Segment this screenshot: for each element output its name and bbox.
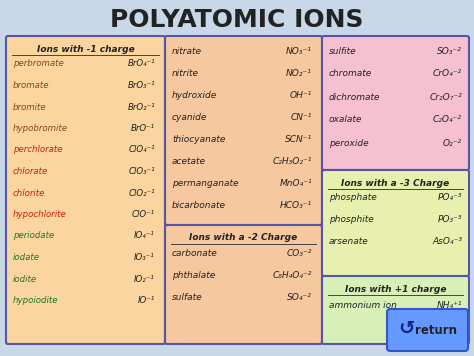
- Text: nitrite: nitrite: [172, 68, 199, 78]
- Text: sulfite: sulfite: [329, 47, 356, 56]
- FancyBboxPatch shape: [6, 36, 165, 344]
- Text: dichromate: dichromate: [329, 93, 381, 101]
- Text: perchlorate: perchlorate: [13, 146, 63, 155]
- Text: ClO₂⁻¹: ClO₂⁻¹: [128, 188, 155, 198]
- Text: iodite: iodite: [13, 274, 37, 283]
- Text: PO₃⁻³: PO₃⁻³: [438, 215, 462, 225]
- Text: SCN⁻¹: SCN⁻¹: [285, 135, 312, 143]
- Text: CN⁻¹: CN⁻¹: [291, 112, 312, 121]
- Text: oxalate: oxalate: [329, 115, 363, 125]
- Text: thiocyanate: thiocyanate: [172, 135, 225, 143]
- Text: Cr₂O₇⁻²: Cr₂O₇⁻²: [429, 93, 462, 101]
- FancyBboxPatch shape: [322, 170, 469, 276]
- Text: cyanide: cyanide: [172, 112, 207, 121]
- Text: nitrate: nitrate: [172, 47, 202, 56]
- Text: C₂O₄⁻²: C₂O₄⁻²: [433, 115, 462, 125]
- Text: O₂⁻²: O₂⁻²: [443, 138, 462, 147]
- Text: carbonate: carbonate: [172, 248, 218, 257]
- Text: bicarbonate: bicarbonate: [172, 200, 226, 209]
- Text: CrO₄⁻²: CrO₄⁻²: [433, 69, 462, 79]
- Text: BrO₃⁻¹: BrO₃⁻¹: [128, 81, 155, 90]
- Text: chlorite: chlorite: [13, 188, 46, 198]
- Text: C₂H₃O₂⁻¹: C₂H₃O₂⁻¹: [273, 157, 312, 166]
- Text: periodate: periodate: [13, 231, 54, 241]
- Text: ClO₄⁻¹: ClO₄⁻¹: [128, 146, 155, 155]
- Text: iodate: iodate: [13, 253, 40, 262]
- Text: perbromate: perbromate: [13, 59, 64, 68]
- Text: BrO₄⁻¹: BrO₄⁻¹: [128, 59, 155, 68]
- Text: BrO⁻¹: BrO⁻¹: [131, 124, 155, 133]
- Text: IO⁻¹: IO⁻¹: [138, 296, 155, 305]
- Text: permanganate: permanganate: [172, 178, 238, 188]
- Text: bromite: bromite: [13, 103, 46, 111]
- Text: NO₂⁻¹: NO₂⁻¹: [286, 68, 312, 78]
- Text: arsenate: arsenate: [329, 237, 369, 246]
- Text: Ions with +1 charge: Ions with +1 charge: [345, 284, 446, 293]
- FancyBboxPatch shape: [322, 276, 469, 344]
- Text: hypochlorite: hypochlorite: [13, 210, 67, 219]
- Text: phthalate: phthalate: [172, 271, 215, 279]
- FancyBboxPatch shape: [322, 36, 469, 170]
- Text: sulfate: sulfate: [172, 293, 202, 302]
- Text: AsO₄⁻³: AsO₄⁻³: [432, 237, 462, 246]
- Text: IO₃⁻¹: IO₃⁻¹: [134, 253, 155, 262]
- Text: peroxide: peroxide: [329, 138, 369, 147]
- Text: MnO₄⁻¹: MnO₄⁻¹: [279, 178, 312, 188]
- FancyBboxPatch shape: [165, 225, 322, 344]
- Text: HCO₃⁻¹: HCO₃⁻¹: [280, 200, 312, 209]
- Text: chlorate: chlorate: [13, 167, 48, 176]
- Text: acetate: acetate: [172, 157, 206, 166]
- Text: ↺: ↺: [398, 319, 414, 337]
- Text: ClO₃⁻¹: ClO₃⁻¹: [128, 167, 155, 176]
- Text: IO₄⁻¹: IO₄⁻¹: [134, 231, 155, 241]
- Text: NH₄⁺¹: NH₄⁺¹: [437, 302, 462, 310]
- FancyBboxPatch shape: [165, 36, 322, 225]
- Text: SO₃⁻²: SO₃⁻²: [437, 47, 462, 56]
- Text: Ions with a -2 Charge: Ions with a -2 Charge: [190, 234, 298, 242]
- Text: NO₃⁻¹: NO₃⁻¹: [286, 47, 312, 56]
- Text: Ions with a -3 Charge: Ions with a -3 Charge: [341, 178, 450, 188]
- Text: ClO⁻¹: ClO⁻¹: [132, 210, 155, 219]
- Text: ammonium ion: ammonium ion: [329, 302, 397, 310]
- Text: hypoiodite: hypoiodite: [13, 296, 58, 305]
- Text: CO₃⁻²: CO₃⁻²: [287, 248, 312, 257]
- Text: SO₄⁻²: SO₄⁻²: [287, 293, 312, 302]
- Text: OH⁻¹: OH⁻¹: [290, 90, 312, 99]
- Text: return: return: [415, 324, 457, 336]
- Text: phosphate: phosphate: [329, 194, 377, 203]
- Text: C₈H₄O₄⁻²: C₈H₄O₄⁻²: [273, 271, 312, 279]
- Text: hydroxide: hydroxide: [172, 90, 217, 99]
- Text: chromate: chromate: [329, 69, 372, 79]
- Text: Ions with -1 charge: Ions with -1 charge: [36, 44, 134, 53]
- Text: hypobromite: hypobromite: [13, 124, 68, 133]
- Text: BrO₂⁻¹: BrO₂⁻¹: [128, 103, 155, 111]
- Text: phosphite: phosphite: [329, 215, 374, 225]
- Text: IO₂⁻¹: IO₂⁻¹: [134, 274, 155, 283]
- FancyBboxPatch shape: [387, 309, 468, 351]
- Text: PO₄⁻³: PO₄⁻³: [438, 194, 462, 203]
- Text: POLYATOMIC IONS: POLYATOMIC IONS: [110, 8, 364, 32]
- Text: bromate: bromate: [13, 81, 49, 90]
